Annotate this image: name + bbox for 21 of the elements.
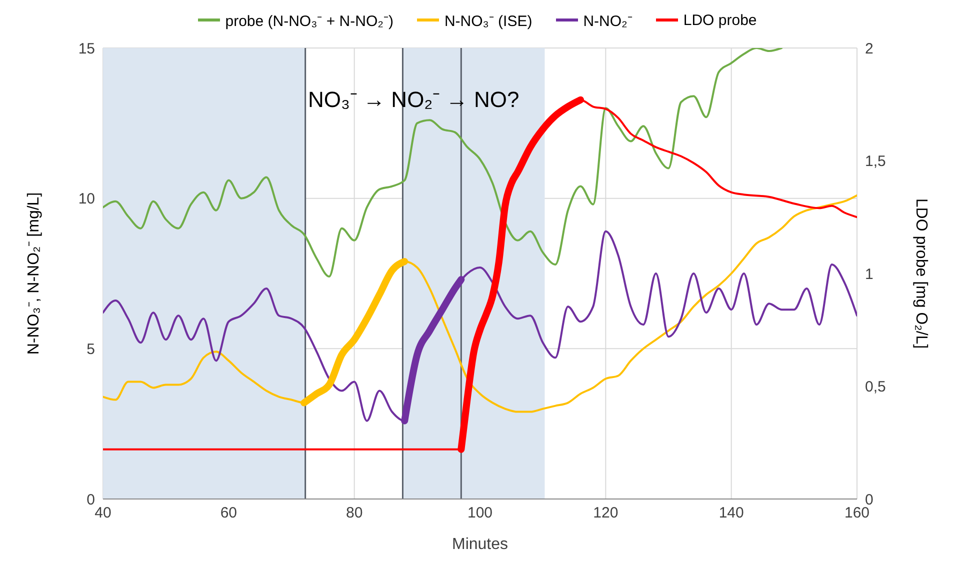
x-tick-label: 140 (718, 504, 744, 522)
x-tick-label: 60 (220, 504, 238, 522)
y-tick-label: 5 (86, 340, 95, 358)
x-tick-label: 100 (467, 504, 493, 522)
y2-tick-label: 1 (865, 266, 874, 283)
y2-tick-label: 2 (865, 40, 874, 58)
legend-label: LDO probe (683, 12, 757, 28)
x-tick-label: 80 (346, 504, 363, 522)
y-axis-title: N-NO₃⁻, N-NO₂⁻ [mg/L] (26, 192, 43, 355)
x-tick-label: 40 (94, 504, 112, 522)
legend-label: N-NO₂⁻ (583, 12, 632, 30)
legend-label: probe (N-NO₃⁻ + N-NO₂⁻) (225, 12, 394, 30)
legend-label: N-NO₃⁻ (ISE) (444, 12, 532, 30)
y-tick-label: 15 (78, 40, 95, 58)
y-tick-label: 0 (86, 491, 95, 508)
y2-tick-label: 0,5 (865, 378, 886, 396)
x-axis-title: Minutes (452, 536, 508, 553)
x-tick-label: 120 (593, 504, 618, 522)
y2-tick-label: 1,5 (865, 153, 886, 170)
y2-axis-title: LDO probe [mg O₂/L] (912, 198, 930, 349)
y-tick-label: 10 (78, 190, 95, 208)
